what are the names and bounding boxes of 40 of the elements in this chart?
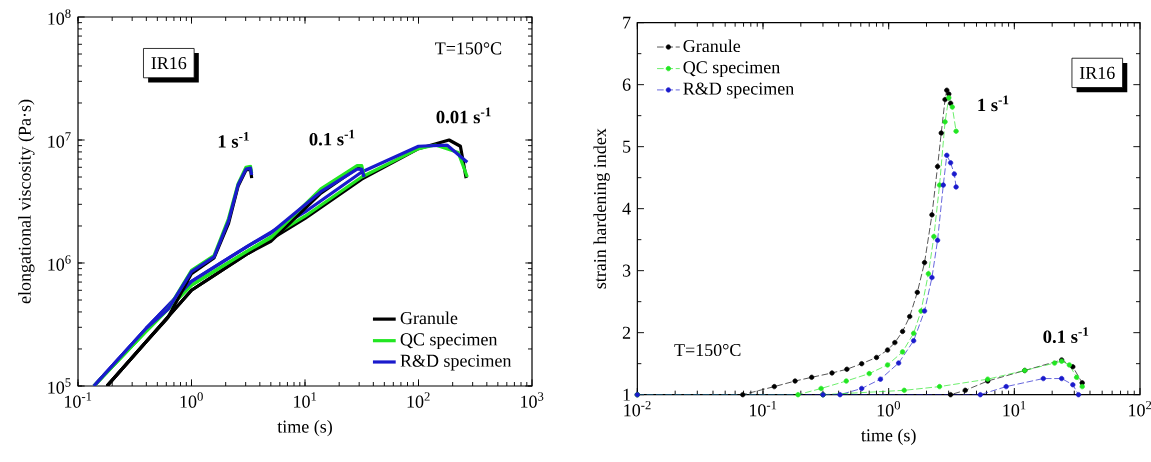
annotation: 0.01 s$^{-1}$ — [436, 107, 491, 124]
y-tick-label: 2 — [622, 326, 631, 339]
x-axis-title: time (s) — [861, 428, 916, 446]
legend-label: Granule — [683, 39, 741, 53]
annotation: T=150°C — [435, 42, 502, 55]
y-tick-label: 10$^{8}$ — [48, 9, 71, 25]
x-tick-label: 10$^{1}$ — [294, 392, 317, 408]
y-axis-title: strain hardening index — [593, 128, 610, 289]
y-axis-title: elongational viscosity (Pa·s) — [18, 99, 35, 304]
x-axis-title: time (s) — [277, 420, 332, 437]
annotation: IR16 — [1079, 66, 1115, 79]
x-tick-label: 10$^{-1}$ — [65, 392, 92, 408]
y-tick-label: 4 — [622, 202, 631, 215]
annotation: 1 s$^{-1}$ — [978, 95, 1009, 112]
annotation: 0.1 s$^{-1}$ — [309, 129, 355, 146]
y-tick-label: 5 — [623, 140, 631, 153]
annotation: 1 s$^{-1}$ — [218, 131, 249, 148]
legend-label: R&D specimen — [400, 354, 512, 371]
annotation: 0.1 s$^{-1}$ — [1043, 327, 1089, 344]
annotation: T=150°C — [674, 343, 741, 357]
y-tick-label: 1 — [623, 388, 630, 401]
x-tick-label: 10$^{0}$ — [180, 392, 203, 408]
y-tick-label: 6 — [622, 78, 631, 91]
x-tick-label: 10$^{0}$ — [877, 400, 901, 417]
x-tick-label: 10$^{-2}$ — [624, 400, 651, 417]
y-tick-label: 7 — [623, 16, 631, 29]
legend-label: R&D specimen — [683, 82, 794, 99]
x-tick-label: 10$^{2}$ — [407, 392, 430, 408]
annotation: IR16 — [151, 57, 187, 70]
legend-label: QC specimen — [683, 61, 780, 78]
y-tick-label: 3 — [622, 264, 631, 277]
x-tick-label: 10$^{2}$ — [1129, 400, 1151, 417]
x-tick-label: 10$^{3}$ — [521, 392, 544, 408]
legend-label: Granule — [400, 311, 458, 325]
x-tick-label: 10$^{-1}$ — [750, 400, 777, 417]
y-tick-label: 10$^{5}$ — [48, 378, 71, 394]
y-tick-label: 10$^{7}$ — [48, 132, 71, 148]
y-tick-label: 10$^{6}$ — [48, 255, 71, 271]
legend-label: QC specimen — [400, 333, 498, 350]
x-tick-label: 10$^{1}$ — [1003, 400, 1026, 417]
